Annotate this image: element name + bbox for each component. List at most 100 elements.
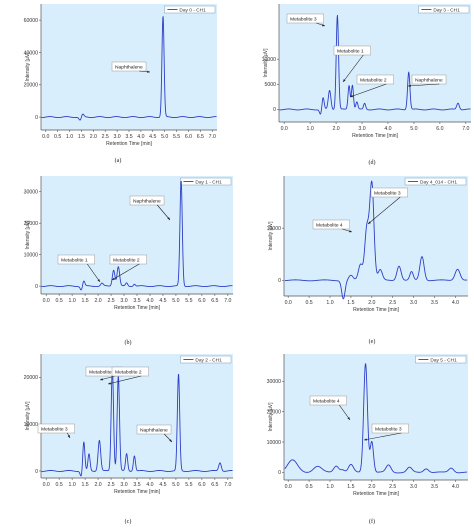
y-tick-label: 5000 xyxy=(264,82,276,88)
x-tick-label: 4.0 xyxy=(146,482,153,488)
arrow-head xyxy=(368,221,371,224)
annotation-arrow xyxy=(367,196,401,225)
plot-area xyxy=(284,354,468,480)
y-tick-label: 10000 xyxy=(267,440,282,446)
annotation-box xyxy=(129,195,165,206)
x-tick-label: 2.5 xyxy=(107,482,114,488)
annotation-label: Metabolite 4 xyxy=(313,398,340,404)
arrow-head xyxy=(112,277,115,280)
x-tick-label: 3.0 xyxy=(120,482,127,488)
x-tick-label: 2.5 xyxy=(102,134,109,140)
x-axis-label: Retention Time [min] xyxy=(106,141,152,147)
x-tick-label: 3.5 xyxy=(125,134,132,140)
y-tick-label: 0 xyxy=(278,470,281,476)
annotation-arrow xyxy=(349,83,387,98)
x-tick-label: 1.0 xyxy=(326,300,333,306)
x-tick-label: 0.0 xyxy=(285,300,292,306)
annotation-arrow xyxy=(342,54,364,83)
x-tick-label: 4.0 xyxy=(452,484,459,490)
x-tick-label: 5.0 xyxy=(161,134,168,140)
annotation-label: Naphthalene xyxy=(133,198,161,204)
annotation-box xyxy=(356,74,394,85)
x-tick-label: 1.5 xyxy=(81,482,88,488)
x-tick-label: 2.0 xyxy=(94,482,101,488)
x-axis-label: Retention Time [min] xyxy=(114,489,160,495)
annotation-arrow xyxy=(87,263,101,283)
x-tick-label: 1.5 xyxy=(347,484,354,490)
panel-caption: (e) xyxy=(369,338,376,345)
x-tick-label: 0.5 xyxy=(56,482,63,488)
x-tick-label: 0.0 xyxy=(43,482,50,488)
arrow-head xyxy=(364,438,367,441)
x-tick-label: 0.5 xyxy=(56,298,63,304)
annotation-arrow xyxy=(107,375,142,385)
annotation-label: Metabolite 1 xyxy=(337,48,364,54)
x-tick-label: 2.5 xyxy=(389,484,396,490)
x-tick-label: 7.0 xyxy=(209,134,216,140)
y-tick-label: 30000 xyxy=(24,190,39,196)
x-tick-label: 6.0 xyxy=(436,126,443,132)
y-tick-label: 0 xyxy=(35,115,38,121)
annotation-arrow xyxy=(363,432,402,441)
annotation-box xyxy=(109,254,147,265)
y-axis-label: Intensity [µV] xyxy=(263,48,269,78)
x-tick-label: 7.0 xyxy=(224,482,231,488)
arrow-head xyxy=(100,378,103,381)
y-tick-label: 20000 xyxy=(24,375,39,381)
panel-caption: (a) xyxy=(115,157,122,164)
y-axis-label: Intensity [µV] xyxy=(268,221,274,251)
arrow-head xyxy=(67,435,70,438)
arrow-head xyxy=(108,382,111,385)
legend xyxy=(404,177,467,186)
arrow-head xyxy=(147,70,150,73)
y-tick-label: 10000 xyxy=(24,252,39,258)
arrow-head xyxy=(322,23,325,27)
chart-panel-2: 0.0 0.5 1.0 1.5 2.0 2.5 3.0 3.5 4.0 4.5 5.0 5.5 6.0 6… xyxy=(24,176,233,346)
x-tick-label: 4.0 xyxy=(384,126,391,132)
x-tick-label: 0.5 xyxy=(54,134,61,140)
annotation-label: Metabolite 3 xyxy=(375,426,402,432)
plot-area xyxy=(279,4,471,122)
chart-panel-1: 0.0 0.5 1.0 1.5 2.0 2.5 3.0 3.5 4.0 4.5 5.0 5.5 6.0 6… xyxy=(24,4,217,164)
y-tick-label: 20000 xyxy=(267,409,282,415)
y-tick-label: 0 xyxy=(35,469,38,475)
arrow-head xyxy=(408,84,411,87)
x-tick-label: 6.0 xyxy=(198,298,205,304)
x-tick-label: 1.0 xyxy=(66,134,73,140)
legend-label: Day 0 - CH1 xyxy=(179,7,206,13)
y-axis-label: Intensity [µV] xyxy=(25,401,31,431)
x-tick-label: 6.5 xyxy=(211,482,218,488)
annotation-box xyxy=(57,254,95,265)
legend-label: Day 4_014 - CH1 xyxy=(420,179,457,185)
y-tick-label: 60000 xyxy=(24,18,39,24)
x-tick-label: 3.0 xyxy=(120,298,127,304)
legend xyxy=(418,5,470,14)
x-tick-label: 6.0 xyxy=(198,482,205,488)
annotation-label: Metabolite 2 xyxy=(115,369,142,375)
y-axis-label: Intensity [µV] xyxy=(25,220,31,250)
y-tick-label: 0 xyxy=(273,107,276,113)
legend-label: Day 2 - CH1 xyxy=(195,357,222,363)
panel-caption: (c) xyxy=(125,518,132,525)
x-tick-label: 2.0 xyxy=(94,298,101,304)
y-tick-label: 30000 xyxy=(267,379,282,385)
arrow-head xyxy=(349,230,352,233)
x-tick-label: 3.0 xyxy=(113,134,120,140)
x-tick-label: 3.0 xyxy=(410,484,417,490)
x-axis-label: Retention Time [min] xyxy=(114,305,160,311)
annotation-label: Naphthalene xyxy=(415,77,443,83)
x-tick-label: 3.5 xyxy=(133,298,140,304)
chromatogram-trace xyxy=(41,180,233,291)
annotation-box xyxy=(37,423,75,434)
arrow-head xyxy=(97,279,100,282)
chromatogram-trace xyxy=(284,363,468,474)
annotation-label: Naphthalene xyxy=(140,427,168,433)
x-tick-label: 5.5 xyxy=(173,134,180,140)
chart-panel-5: 0.0 0.5 1.0 1.5 2.0 2.5 3.0 3.5 4.0 0 10000 Retenti… xyxy=(267,176,468,345)
arrow-head xyxy=(343,79,346,82)
arrow-head xyxy=(350,94,353,98)
legend xyxy=(164,5,216,14)
x-tick-label: 2.0 xyxy=(368,300,375,306)
y-tick-label: 0 xyxy=(278,278,281,284)
